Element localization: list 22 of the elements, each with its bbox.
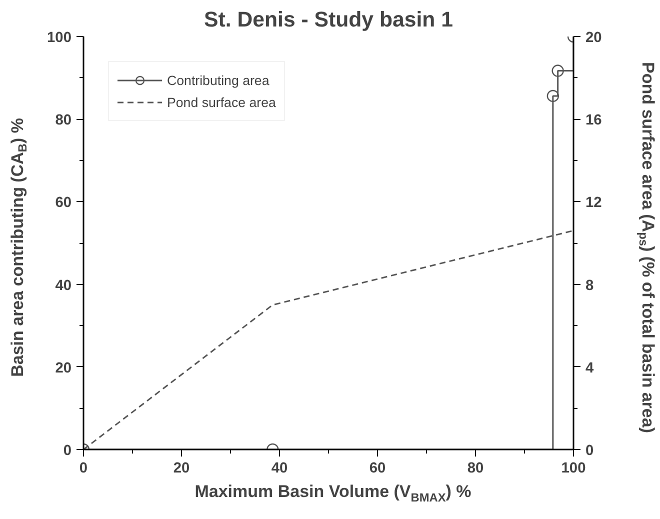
x-tick-label: 40 — [271, 460, 288, 476]
x-tick-label: 60 — [369, 460, 386, 476]
y2-tick-label: 0 — [586, 443, 594, 459]
y-tick-label: 20 — [55, 360, 72, 376]
y-tick-label: 100 — [47, 30, 72, 46]
x-tick-label: 20 — [173, 460, 190, 476]
y2-tick-label: 20 — [586, 30, 602, 46]
x-tick-label: 0 — [79, 460, 88, 476]
legend-label: Contributing area — [167, 72, 270, 88]
y2-tick-label: 8 — [586, 278, 594, 294]
y2-tick-label: 12 — [586, 195, 602, 212]
y-tick-label: 40 — [55, 278, 72, 294]
y-tick-label: 80 — [55, 112, 72, 129]
y-tick-label: 0 — [63, 443, 72, 459]
x-axis-title: Maximum Basin Volume (V$_{BMAX}$) % — [194, 481, 472, 506]
chart-title: St. Denis - Study basin 1 — [204, 8, 454, 32]
x-tick-label: 100 — [561, 460, 586, 476]
y2-tick-label: 4 — [586, 360, 594, 376]
y2-tick-label: 16 — [586, 112, 602, 129]
x-tick-label: 80 — [467, 460, 484, 476]
y-tick-label: 60 — [55, 195, 72, 212]
legend-label: Pond surface area — [167, 94, 276, 110]
